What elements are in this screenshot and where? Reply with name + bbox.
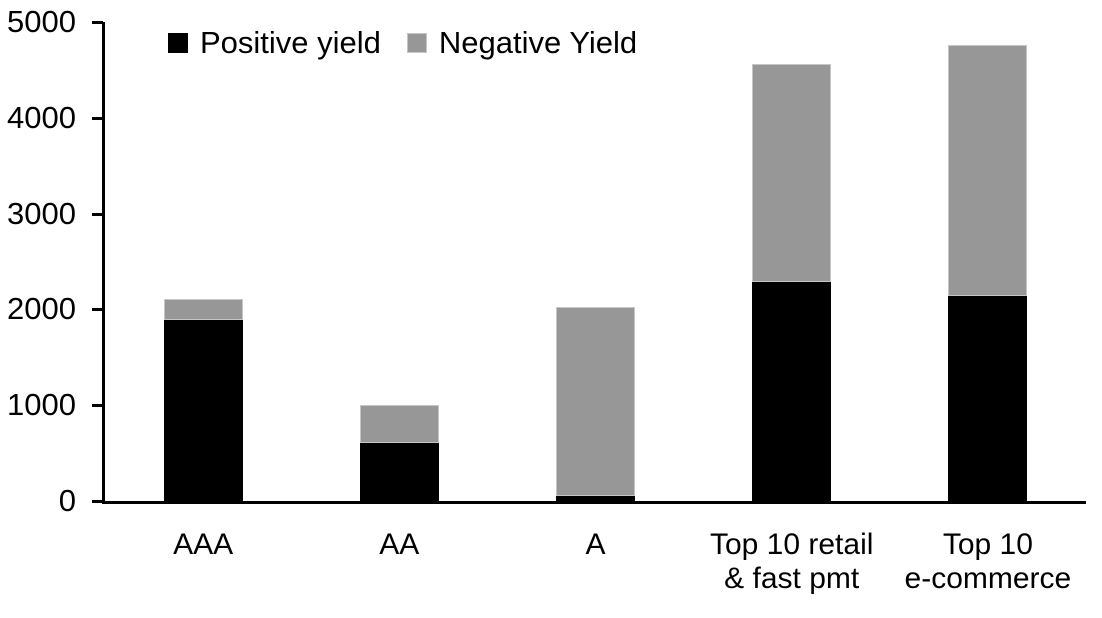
bar-aa — [359, 405, 439, 501]
y-axis-tick-label-5000: 5000 — [7, 4, 76, 39]
x-axis-category-label-a: A — [585, 528, 606, 561]
bar-segment-negative-yield — [556, 306, 635, 497]
legend: Positive yield Negative Yield — [168, 27, 637, 59]
bar-segment-positive-yield — [948, 296, 1028, 501]
legend-item-negative-yield: Negative Yield — [406, 25, 638, 60]
bar-segment-negative-yield — [948, 45, 1028, 296]
y-axis-tick-label-4000: 4000 — [7, 99, 76, 135]
bar-segment-positive-yield — [752, 281, 832, 501]
x-axis-category-label-top-10-e-commerce: Top 10 e-commerce — [904, 528, 1072, 595]
bar-top-10-e-commerce — [948, 45, 1028, 501]
legend-label-positive-yield: Positive yield — [200, 25, 381, 60]
legend-swatch-negative-yield — [406, 33, 427, 53]
y-axis-tick-mark — [92, 21, 103, 24]
bar-segment-negative-yield — [752, 64, 832, 282]
y-axis-tick-mark — [92, 404, 103, 408]
x-axis-category-label-aa: AA — [379, 528, 420, 561]
bar-segment-positive-yield — [556, 496, 635, 501]
y-axis-tick-label-3000: 3000 — [7, 195, 76, 231]
bar-segment-positive-yield — [359, 442, 439, 501]
x-axis-category-label-aaa: AAA — [173, 528, 234, 561]
bar-segment-negative-yield — [359, 405, 439, 443]
legend-swatch-positive-yield — [168, 33, 188, 53]
y-axis-tick-mark — [92, 308, 103, 312]
y-axis-tick-mark — [92, 212, 103, 216]
bar-a — [556, 306, 635, 501]
y-axis-tick-label-2000: 2000 — [7, 291, 76, 327]
bar-segment-positive-yield — [163, 319, 243, 501]
x-axis-category-label-top-10-retail-fast-pmt: Top 10 retail & fast pmt — [709, 528, 874, 595]
x-axis-line — [102, 501, 1086, 504]
legend-label-negative-yield: Negative Yield — [438, 25, 638, 60]
bar-segment-negative-yield — [163, 298, 243, 320]
y-axis-tick-label-1000: 1000 — [7, 387, 76, 423]
legend-item-positive-yield: Positive yield — [168, 27, 381, 59]
y-axis-tick-mark — [92, 500, 103, 503]
y-axis-line — [102, 22, 105, 504]
bar-top-10-retail-fast-pmt — [752, 64, 832, 501]
y-axis-tick-label-0: 0 — [58, 483, 76, 518]
bar-aaa — [163, 298, 243, 501]
y-axis-tick-mark — [92, 116, 103, 120]
